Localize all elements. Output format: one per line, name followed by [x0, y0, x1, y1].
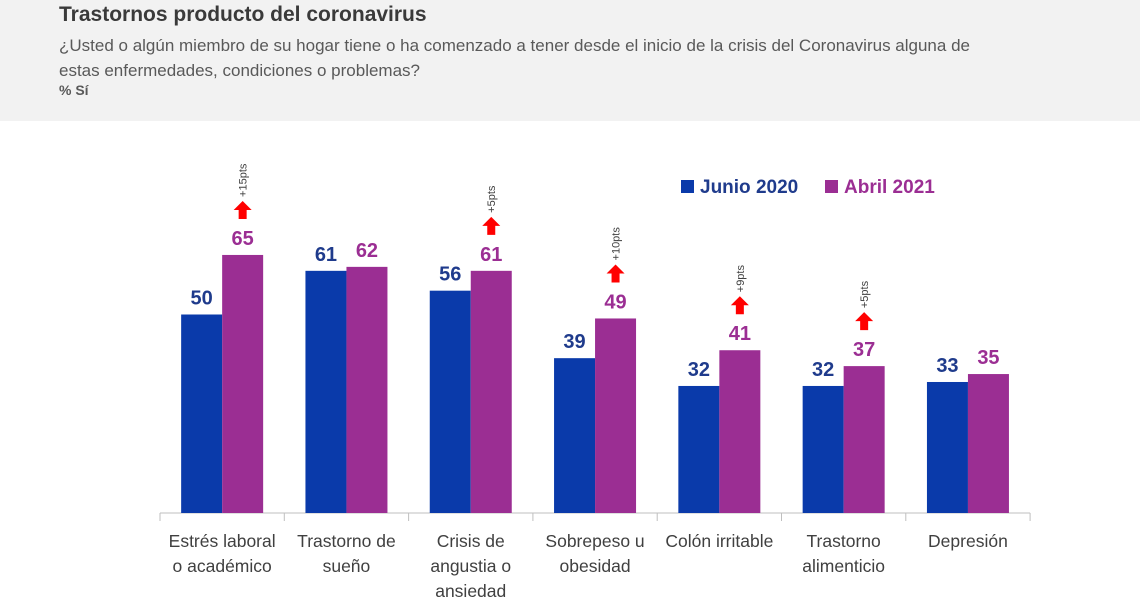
category-label: obesidad — [560, 556, 631, 576]
arrow-up-icon — [482, 216, 501, 235]
category-label: Estrés laboral — [169, 531, 276, 551]
data-label: 61 — [315, 244, 337, 266]
data-label: 37 — [853, 339, 875, 361]
bar-junio-2020 — [926, 381, 968, 513]
arrow-up-icon — [233, 200, 252, 219]
change-label: +15pts — [238, 163, 250, 197]
bar-abril-2021 — [222, 254, 264, 513]
data-label: 32 — [688, 359, 710, 381]
data-label: 56 — [439, 264, 461, 286]
data-label: 35 — [977, 347, 999, 369]
category-label: Crisis de — [437, 531, 505, 551]
data-label: 32 — [812, 359, 834, 381]
category-label: Trastorno — [807, 531, 881, 551]
bar-abril-2021 — [346, 266, 388, 513]
bar-abril-2021 — [470, 270, 512, 513]
legend-swatch — [825, 180, 838, 193]
data-label: 33 — [936, 355, 958, 377]
category-label: Trastorno de — [297, 531, 396, 551]
legend-swatch — [681, 180, 694, 193]
data-label: 49 — [604, 291, 626, 313]
category-label: ansiedad — [435, 581, 506, 601]
data-label: 61 — [480, 244, 502, 266]
bar-junio-2020 — [305, 270, 347, 513]
legend-item-abril-2021: Abril 2021 — [844, 177, 935, 198]
arrow-up-icon — [606, 264, 625, 283]
arrow-up-icon — [855, 312, 874, 331]
category-label: sueño — [323, 556, 371, 576]
category-label: o académico — [173, 556, 272, 576]
bar-abril-2021 — [843, 366, 885, 513]
change-label: +5pts — [486, 185, 498, 213]
change-label: +5pts — [859, 280, 871, 308]
chart-title: Trastornos producto del coronavirus — [59, 3, 427, 26]
data-label: 65 — [232, 228, 254, 250]
data-label: 41 — [729, 323, 751, 345]
category-label: alimenticio — [802, 556, 885, 576]
change-label: +10pts — [611, 227, 623, 261]
bar-junio-2020 — [678, 385, 720, 513]
bar-junio-2020 — [554, 358, 596, 513]
category-label: Depresión — [928, 531, 1008, 551]
header-panel: Trastornos producto del coronavirus ¿Ust… — [0, 0, 1140, 121]
bar-junio-2020 — [181, 314, 223, 513]
bar-abril-2021 — [719, 350, 761, 513]
bar-junio-2020 — [429, 290, 471, 513]
data-label: 50 — [191, 288, 213, 310]
data-label: 39 — [563, 331, 585, 353]
bar-junio-2020 — [802, 385, 844, 513]
category-label: angustia o — [430, 556, 511, 576]
category-label: Sobrepeso u — [545, 531, 644, 551]
bar-abril-2021 — [967, 374, 1009, 513]
change-label: +9pts — [735, 265, 747, 293]
bar-abril-2021 — [595, 318, 637, 513]
category-label: Colón irritable — [665, 531, 773, 551]
chart-subtitle: ¿Usted o algún miembro de su hogar tiene… — [59, 36, 970, 80]
arrow-up-icon — [730, 296, 749, 315]
unit-label: % Sí — [59, 82, 89, 98]
data-label: 62 — [356, 240, 378, 262]
legend-item-junio-2020: Junio 2020 — [700, 177, 798, 198]
